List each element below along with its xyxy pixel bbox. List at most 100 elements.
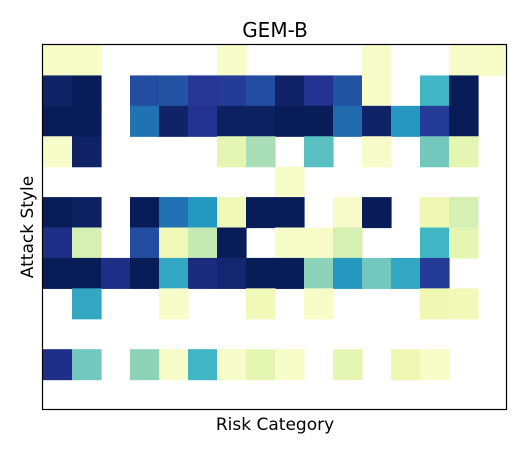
heatmap-cell — [43, 105, 73, 137]
heatmap-cell — [43, 349, 73, 381]
heatmap-cell — [304, 288, 334, 320]
heatmap-cell — [43, 227, 73, 259]
heatmap-cell — [72, 197, 102, 229]
heatmap-cell — [217, 227, 247, 259]
heatmap-cells — [43, 45, 508, 381]
heatmap-cell — [275, 166, 305, 198]
heatmap-cell — [449, 105, 479, 137]
heatmap-cell — [449, 75, 479, 107]
heatmap-cell — [333, 349, 363, 381]
heatmap-cell — [420, 257, 450, 289]
heatmap-cell — [275, 75, 305, 107]
heatmap-cell — [362, 257, 392, 289]
heatmap-cell — [246, 136, 276, 168]
heatmap-cell — [159, 349, 189, 381]
heatmap-cell — [72, 75, 102, 107]
heatmap-cell — [420, 105, 450, 137]
heatmap-cell — [275, 227, 305, 259]
heatmap-cell — [391, 257, 421, 289]
heatmap-cell — [246, 105, 276, 137]
heatmap-cell — [217, 105, 247, 137]
heatmap-cell — [188, 75, 218, 107]
heatmap-cell — [420, 75, 450, 107]
heatmap-cell — [246, 197, 276, 229]
heatmap-cell — [304, 227, 334, 259]
heatmap-cell — [449, 197, 479, 229]
heatmap-cell — [159, 105, 189, 137]
heatmap-cell — [246, 257, 276, 289]
heatmap-cell — [333, 75, 363, 107]
heatmap-cell — [217, 45, 247, 77]
heatmap-cell — [391, 105, 421, 137]
heatmap-cell — [246, 75, 276, 107]
chart-title: GEM-B — [242, 18, 308, 42]
heatmap-cell — [420, 227, 450, 259]
heatmap-cell — [275, 105, 305, 137]
heatmap-cell — [72, 349, 102, 381]
heatmap-cell — [43, 136, 73, 168]
heatmap-cell — [420, 197, 450, 229]
heatmap-cell — [217, 257, 247, 289]
heatmap-cell — [130, 257, 160, 289]
heatmap-cell — [275, 257, 305, 289]
heatmap-cell — [188, 349, 218, 381]
heatmap-cell — [43, 257, 73, 289]
heatmap-cell — [449, 45, 479, 77]
heatmap-cell — [420, 288, 450, 320]
heatmap-cell — [130, 227, 160, 259]
y-axis-label: Attack Style — [18, 176, 38, 278]
heatmap-cell — [72, 45, 102, 77]
heatmap-cell — [72, 288, 102, 320]
heatmap-cell — [304, 257, 334, 289]
heatmap-cell — [159, 257, 189, 289]
heatmap-cell — [130, 197, 160, 229]
heatmap-cell — [72, 227, 102, 259]
heatmap-cell — [304, 136, 334, 168]
heatmap-cell — [188, 227, 218, 259]
heatmap-cell — [159, 288, 189, 320]
heatmap-cell — [159, 197, 189, 229]
heatmap-cell — [304, 105, 334, 137]
heatmap-cell — [333, 105, 363, 137]
heatmap-cell — [275, 349, 305, 381]
heatmap-cell — [246, 349, 276, 381]
heatmap-cell — [362, 45, 392, 77]
heatmap-cell — [101, 257, 131, 289]
heatmap-cell — [246, 288, 276, 320]
heatmap-cell — [449, 288, 479, 320]
plot-frame — [41, 43, 508, 411]
heatmap-cell — [217, 75, 247, 107]
heatmap-cell — [43, 45, 73, 77]
heatmap-cell — [420, 349, 450, 381]
heatmap-cell — [449, 136, 479, 168]
heatmap-cell — [43, 75, 73, 107]
heatmap-cell — [188, 197, 218, 229]
heatmap-cell — [188, 257, 218, 289]
heatmap-cell — [449, 227, 479, 259]
heatmap-cell — [159, 75, 189, 107]
heatmap-cell — [333, 257, 363, 289]
heatmap-cell — [362, 75, 392, 107]
heatmap-cell — [478, 45, 508, 77]
heatmap-cell — [333, 227, 363, 259]
heatmap-cell — [130, 75, 160, 107]
heatmap-cell — [72, 257, 102, 289]
heatmap-cell — [304, 75, 334, 107]
x-axis-label: Risk Category — [216, 415, 334, 435]
heatmap-cell — [130, 105, 160, 137]
heatmap-cell — [217, 349, 247, 381]
heatmap-cell — [217, 136, 247, 168]
heatmap-cell — [188, 105, 218, 137]
heatmap-cell — [72, 136, 102, 168]
heatmap-cell — [391, 349, 421, 381]
heatmap-cell — [362, 136, 392, 168]
heatmap-cell — [362, 197, 392, 229]
heatmap-cell — [130, 349, 160, 381]
heatmap-cell — [217, 197, 247, 229]
heatmap-cell — [159, 227, 189, 259]
heatmap-cell — [420, 136, 450, 168]
heatmap-cell — [362, 105, 392, 137]
heatmap-cell — [72, 105, 102, 137]
heatmap-cell — [333, 197, 363, 229]
